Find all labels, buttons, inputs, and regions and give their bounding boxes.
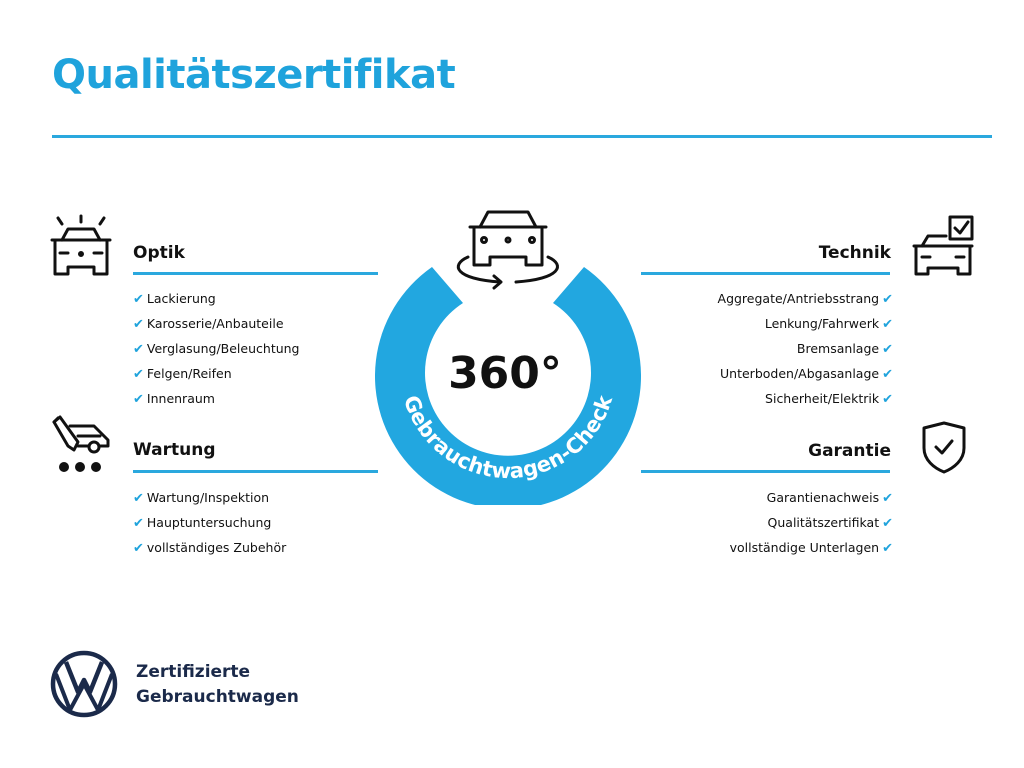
car-service-icon bbox=[52, 415, 110, 472]
list-item: vollständige Unterlagen ✔ bbox=[729, 540, 893, 556]
list-item: ✔ Hauptuntersuchung bbox=[133, 515, 272, 531]
list-item: ✔ Karosserie/Anbauteile bbox=[133, 316, 284, 332]
section-divider-optik bbox=[133, 272, 378, 275]
section-divider-technik bbox=[641, 272, 890, 275]
list-item: Sicherheit/Elektrik ✔ bbox=[765, 391, 893, 407]
wartung-list: ✔ Wartung/Inspektion ✔ Hauptuntersuchung ✔… bbox=[133, 486, 286, 561]
car-rotate-icon bbox=[456, 210, 559, 290]
list-item: Lenkung/Fahrwerk ✔ bbox=[764, 316, 893, 332]
list-item: ✔ Wartung/Inspektion bbox=[133, 490, 270, 506]
check-icon: ✔ bbox=[882, 392, 893, 407]
check-icon: ✔ bbox=[882, 367, 893, 382]
check-icon: ✔ bbox=[882, 541, 893, 556]
list-item: Garantienachweis ✔ bbox=[766, 490, 893, 506]
check-icon: ✔ bbox=[133, 516, 144, 531]
badge-degrees: 360° bbox=[448, 348, 562, 399]
footer-line-2: Gebrauchtwagen bbox=[136, 687, 299, 707]
footer-brand-text: Zertifizierte Gebrauchtwagen bbox=[136, 660, 299, 710]
section-title-technik: Technik bbox=[818, 243, 891, 263]
check-icon: ✔ bbox=[882, 516, 893, 531]
list-item: ✔ Felgen/Reifen bbox=[133, 366, 232, 382]
list-item: Qualitätszertifikat ✔ bbox=[767, 515, 893, 531]
badge-360: Gebrauchtwagen-Check 360° bbox=[375, 210, 641, 505]
check-icon: ✔ bbox=[882, 491, 893, 506]
technik-list: Aggregate/Antriebsstrang ✔ Lenkung/Fahrwe… bbox=[718, 287, 893, 412]
check-icon: ✔ bbox=[882, 317, 893, 332]
list-item: ✔ Verglasung/Beleuchtung bbox=[133, 341, 300, 357]
section-title-wartung: Wartung bbox=[133, 440, 216, 460]
section-title-optik: Optik bbox=[133, 243, 185, 263]
check-icon: ✔ bbox=[882, 292, 893, 307]
optik-list: ✔ Lackierung ✔ Karosserie/Anbauteile ✔ Verg… bbox=[133, 287, 300, 412]
shield-check-icon bbox=[922, 421, 966, 474]
check-icon: ✔ bbox=[133, 342, 144, 357]
check-icon: ✔ bbox=[133, 367, 144, 382]
page-title: Qualitätszertifikat bbox=[52, 52, 456, 98]
vw-logo bbox=[50, 650, 118, 718]
section-divider-garantie bbox=[641, 470, 890, 473]
section-divider-wartung bbox=[133, 470, 378, 473]
car-checkbox-icon bbox=[912, 215, 974, 276]
title-divider bbox=[52, 135, 992, 138]
car-lights-icon bbox=[50, 214, 112, 276]
badge-ring bbox=[375, 267, 641, 505]
check-icon: ✔ bbox=[133, 292, 144, 307]
section-title-garantie: Garantie bbox=[808, 441, 891, 461]
list-item: Unterboden/Abgasanlage ✔ bbox=[720, 366, 893, 382]
list-item: ✔ Innenraum bbox=[133, 391, 215, 407]
list-item: Aggregate/Antriebsstrang ✔ bbox=[717, 291, 893, 307]
check-icon: ✔ bbox=[133, 491, 144, 506]
check-icon: ✔ bbox=[133, 392, 144, 407]
list-item: ✔ Lackierung bbox=[133, 291, 216, 307]
footer-line-1: Zertifizierte bbox=[136, 662, 251, 682]
check-icon: ✔ bbox=[882, 342, 893, 357]
garantie-list: Garantienachweis ✔ Qualitätszertifikat ✔ v… bbox=[730, 486, 893, 561]
list-item: Bremsanlage ✔ bbox=[796, 341, 893, 357]
check-icon: ✔ bbox=[133, 541, 144, 556]
check-icon: ✔ bbox=[133, 317, 144, 332]
list-item: ✔ vollständiges Zubehör bbox=[133, 540, 287, 556]
